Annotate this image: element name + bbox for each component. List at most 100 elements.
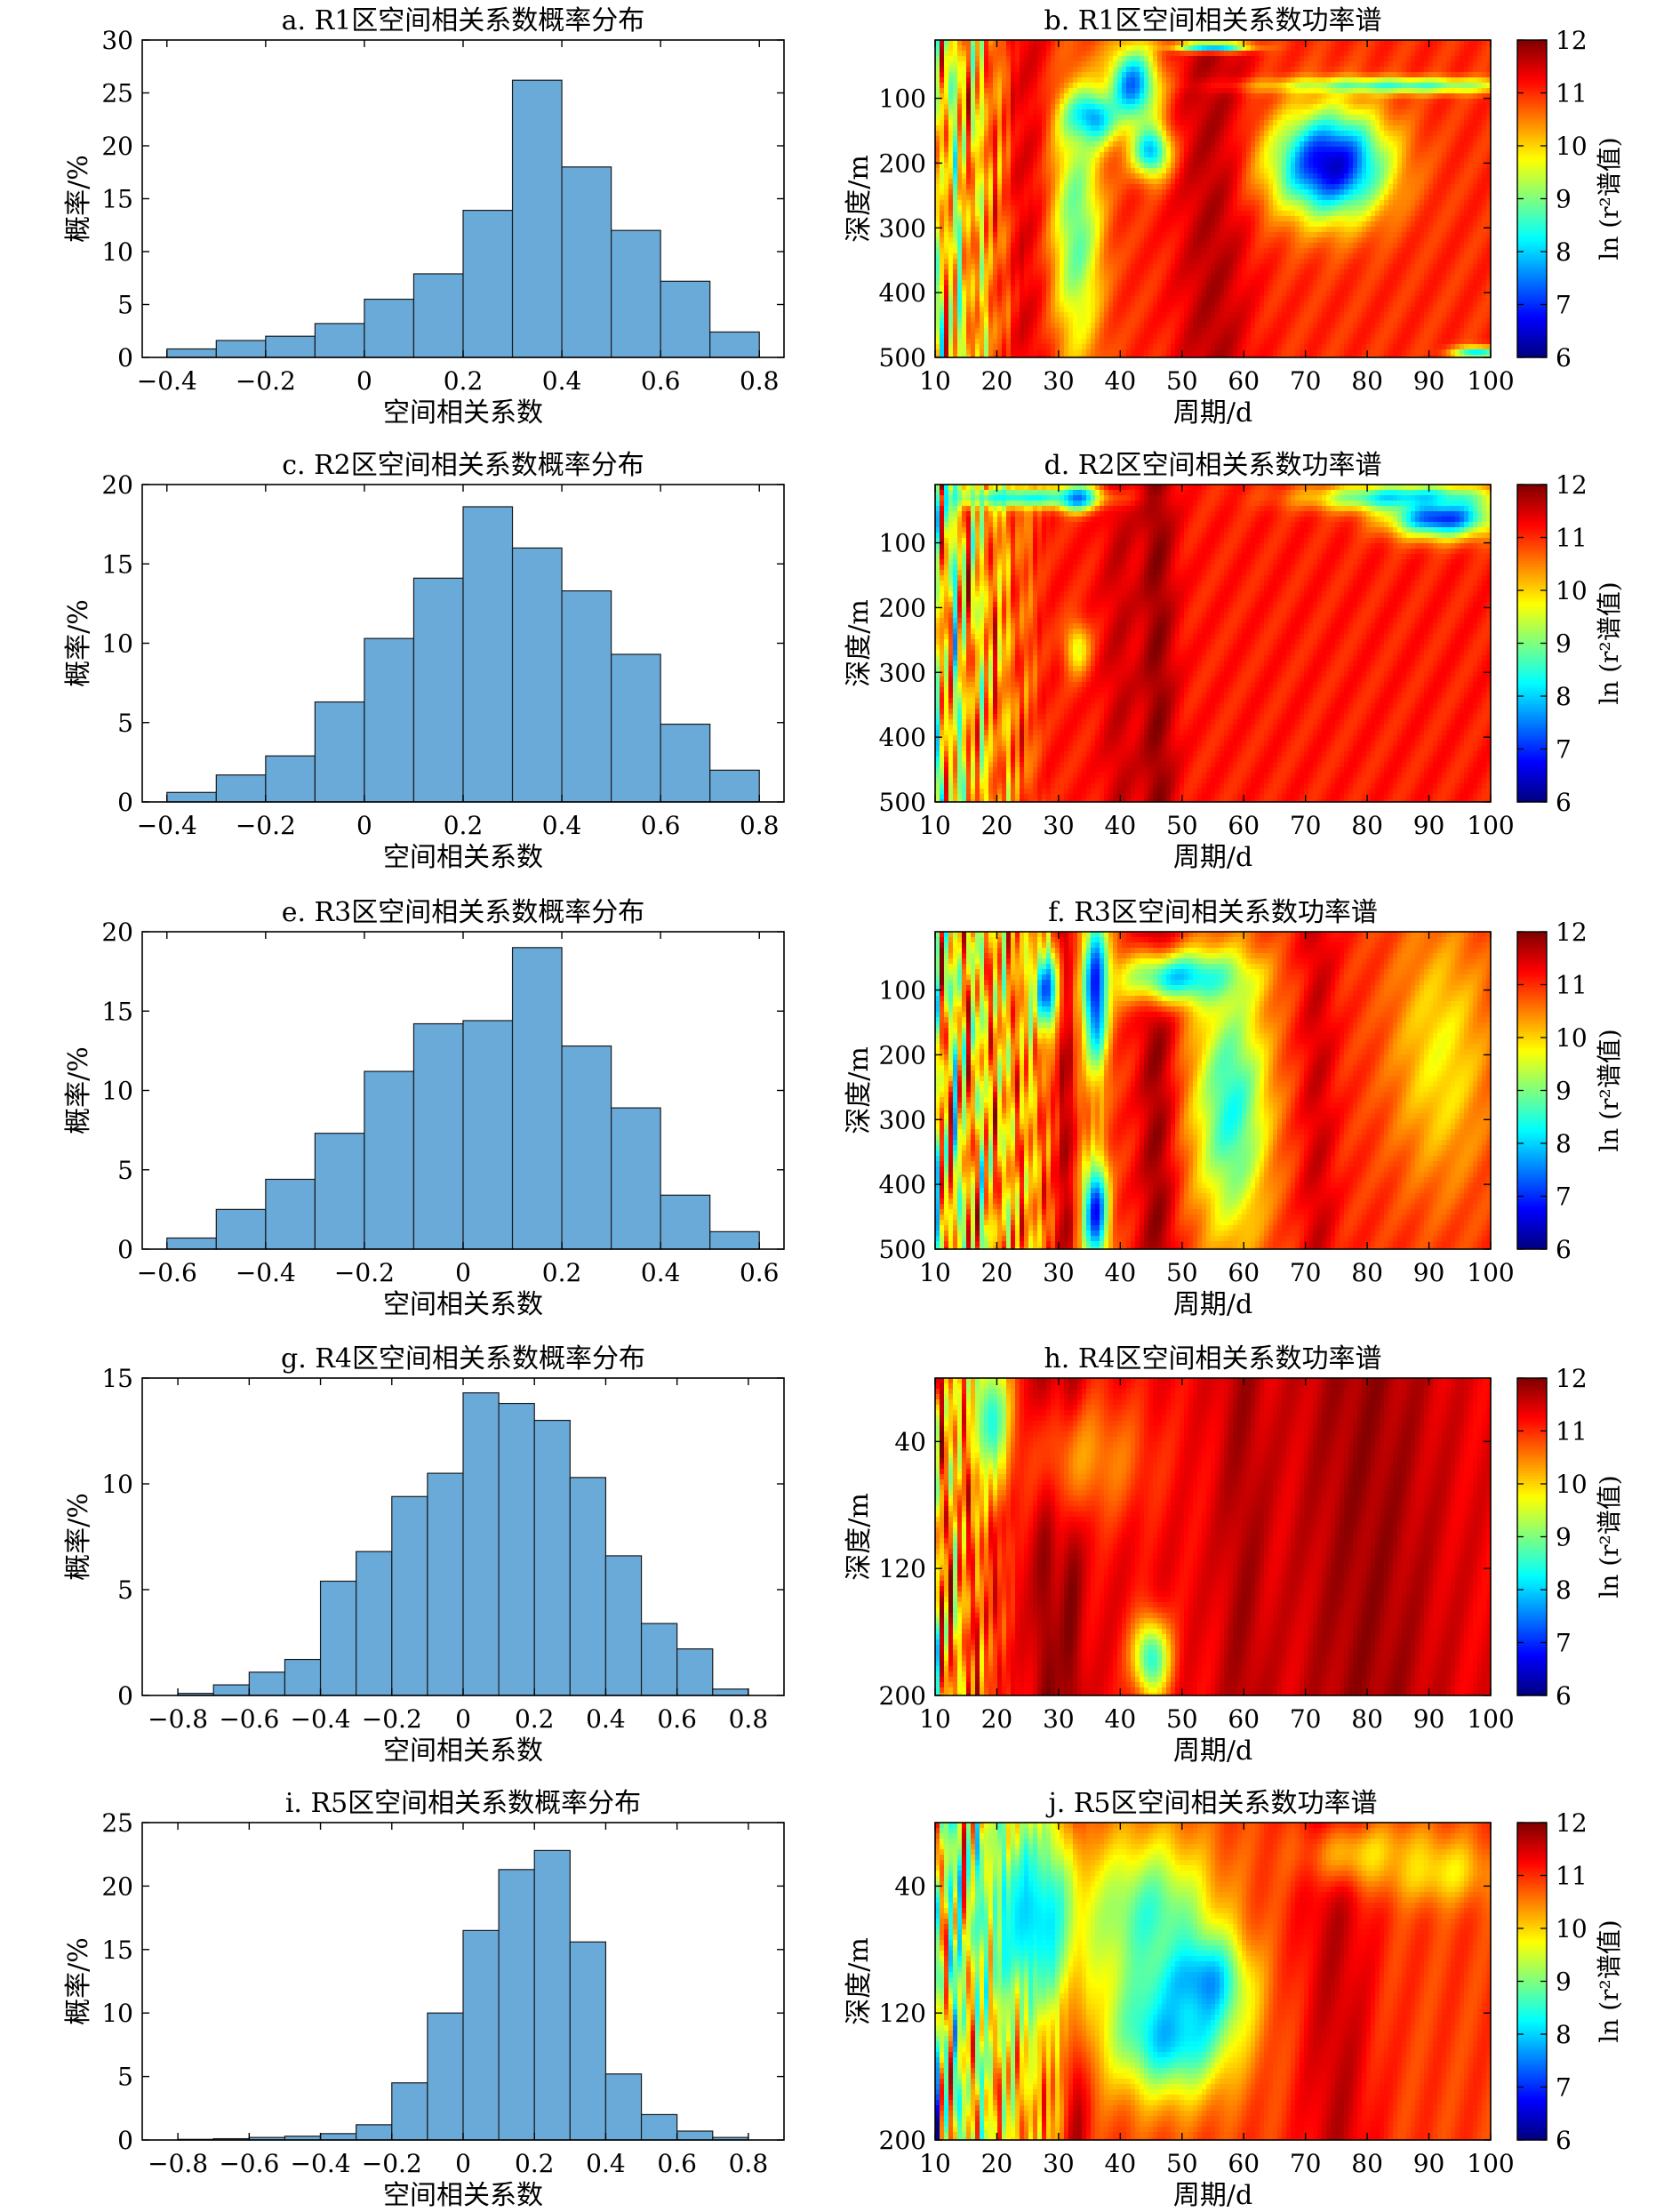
colorbar-tick-label: 12 — [1556, 1364, 1588, 1393]
histogram-bar — [356, 1551, 393, 1696]
x-tick-label: 0.2 — [444, 366, 484, 396]
histogram-bar — [611, 653, 661, 803]
colorbar-tick-label: 10 — [1556, 132, 1588, 161]
x-tick-label: 50 — [1166, 1258, 1198, 1287]
x-tick-label: −0.8 — [148, 1704, 208, 1734]
histogram-bar — [391, 2082, 428, 2141]
histogram-bar — [314, 701, 365, 803]
histogram-bar — [611, 229, 661, 358]
heatmap-d: d. R2区空间相关系数功率谱 10 20 30 40 50 60 70 80 90 100 100 2… — [844, 450, 1624, 873]
y-tick-label: 5 — [117, 291, 133, 320]
heatmap-cells — [935, 485, 1491, 802]
x-tick-label: 0.4 — [542, 811, 582, 840]
y-axis-label: 概率/% — [63, 1046, 94, 1134]
x-tick-label: 90 — [1413, 1258, 1445, 1287]
x-axis-label: 空间相关系数 — [383, 397, 543, 429]
histogram-bar — [412, 577, 464, 803]
y-tick-label: 400 — [879, 723, 926, 752]
colorbar-label: ln (r²谱值) — [1595, 1029, 1624, 1151]
histogram-bar — [462, 506, 514, 803]
y-axis-label: 深度/m — [844, 599, 875, 687]
y-tick-label: 15 — [101, 185, 133, 214]
histogram-bar — [364, 298, 415, 358]
x-tick-label: 0 — [356, 811, 372, 840]
y-tick-label: 500 — [879, 343, 926, 373]
y-tick-label: 0 — [117, 788, 133, 817]
x-tick-label: 10 — [919, 366, 951, 396]
x-tick-label: −0.4 — [291, 2149, 351, 2178]
heatmap-cells — [935, 1378, 1491, 1695]
x-tick-label: −0.6 — [219, 2149, 279, 2178]
y-axis-label: 深度/m — [844, 1046, 875, 1134]
x-tick-label: 0 — [455, 1258, 471, 1287]
colorbar-tick-label: 10 — [1556, 1914, 1588, 1944]
plot-frame — [934, 1822, 1492, 2141]
x-tick-label: −0.2 — [334, 1258, 395, 1287]
histogram-bar — [166, 348, 217, 358]
x-tick-label: 40 — [1105, 2149, 1137, 2178]
y-tick-label: 300 — [879, 213, 926, 243]
x-tick-label: 70 — [1290, 2149, 1322, 2178]
x-tick-label: 0.6 — [641, 811, 681, 840]
y-tick-label: 500 — [879, 1235, 926, 1264]
colorbar-tick-label: 6 — [1556, 343, 1572, 373]
x-tick-label: 60 — [1228, 2149, 1260, 2178]
x-tick-label: 10 — [919, 2149, 951, 2178]
y-tick-label: 20 — [101, 470, 133, 500]
x-axis-label: 空间相关系数 — [383, 842, 543, 873]
y-tick-label: 200 — [879, 1681, 926, 1711]
heatmap-cells — [935, 1823, 1491, 2140]
histogram-bar — [709, 769, 760, 803]
y-tick-label: 15 — [101, 997, 133, 1026]
y-tick-label: 120 — [879, 1554, 926, 1583]
histogram-bar — [533, 1419, 571, 1696]
y-tick-label: 400 — [879, 1170, 926, 1199]
x-tick-label: 0.2 — [515, 1704, 555, 1734]
y-tick-label: 10 — [101, 629, 133, 659]
x-tick-label: 50 — [1166, 366, 1198, 396]
y-tick-label: 0 — [117, 343, 133, 373]
histogram-bar — [640, 1623, 678, 1696]
y-tick-label: 300 — [879, 658, 926, 687]
y-tick-label: 200 — [879, 1040, 926, 1070]
chart-title: i. R5区空间相关系数概率分布 — [285, 1788, 641, 1819]
x-tick-label: −0.4 — [137, 366, 197, 396]
colorbar-tick-label: 11 — [1556, 524, 1588, 553]
x-tick-label: 30 — [1043, 366, 1075, 396]
colorbar-label: ln (r²谱值) — [1595, 1475, 1624, 1598]
colorbar-tick-label: 12 — [1556, 470, 1588, 500]
x-tick-label: 40 — [1105, 1258, 1137, 1287]
histogram-bar — [604, 1555, 643, 1696]
histogram-bar — [660, 723, 711, 803]
colorbar-tick-label: 10 — [1556, 1023, 1588, 1053]
x-tick-label: 30 — [1043, 811, 1075, 840]
y-axis-label: 深度/m — [844, 1493, 875, 1581]
x-tick-label: −0.6 — [219, 1704, 279, 1734]
colorbar-tick-label: 8 — [1556, 237, 1572, 267]
histogram-bar — [319, 2133, 357, 2141]
x-tick-label: 10 — [919, 811, 951, 840]
x-tick-label: −0.2 — [362, 2149, 422, 2178]
x-tick-label: −0.4 — [137, 811, 197, 840]
y-tick-label: 5 — [117, 1575, 133, 1605]
x-tick-label: 80 — [1351, 2149, 1383, 2178]
colorbar-tick-label: 8 — [1556, 682, 1572, 711]
x-tick-label: −0.4 — [236, 1258, 296, 1287]
x-tick-label: 0.8 — [729, 2149, 769, 2178]
y-tick-label: 100 — [879, 976, 926, 1006]
x-tick-label: 60 — [1228, 811, 1260, 840]
y-tick-label: 10 — [101, 237, 133, 267]
y-axis-label: 概率/% — [63, 1493, 94, 1581]
histogram-bar — [265, 755, 316, 803]
colorbar-tick-label: 7 — [1556, 2073, 1572, 2103]
histogram-bar — [265, 335, 316, 358]
histogram-bar — [356, 2124, 393, 2141]
x-tick-label: 40 — [1105, 811, 1137, 840]
x-tick-label: 20 — [981, 1704, 1013, 1734]
histogram-bar — [676, 2130, 714, 2141]
histogram-bar — [412, 1022, 464, 1250]
histogram-bar — [364, 1070, 415, 1250]
x-tick-label: 70 — [1290, 1258, 1322, 1287]
x-tick-label: 30 — [1043, 2149, 1075, 2178]
x-axis-label: 空间相关系数 — [383, 1289, 543, 1320]
